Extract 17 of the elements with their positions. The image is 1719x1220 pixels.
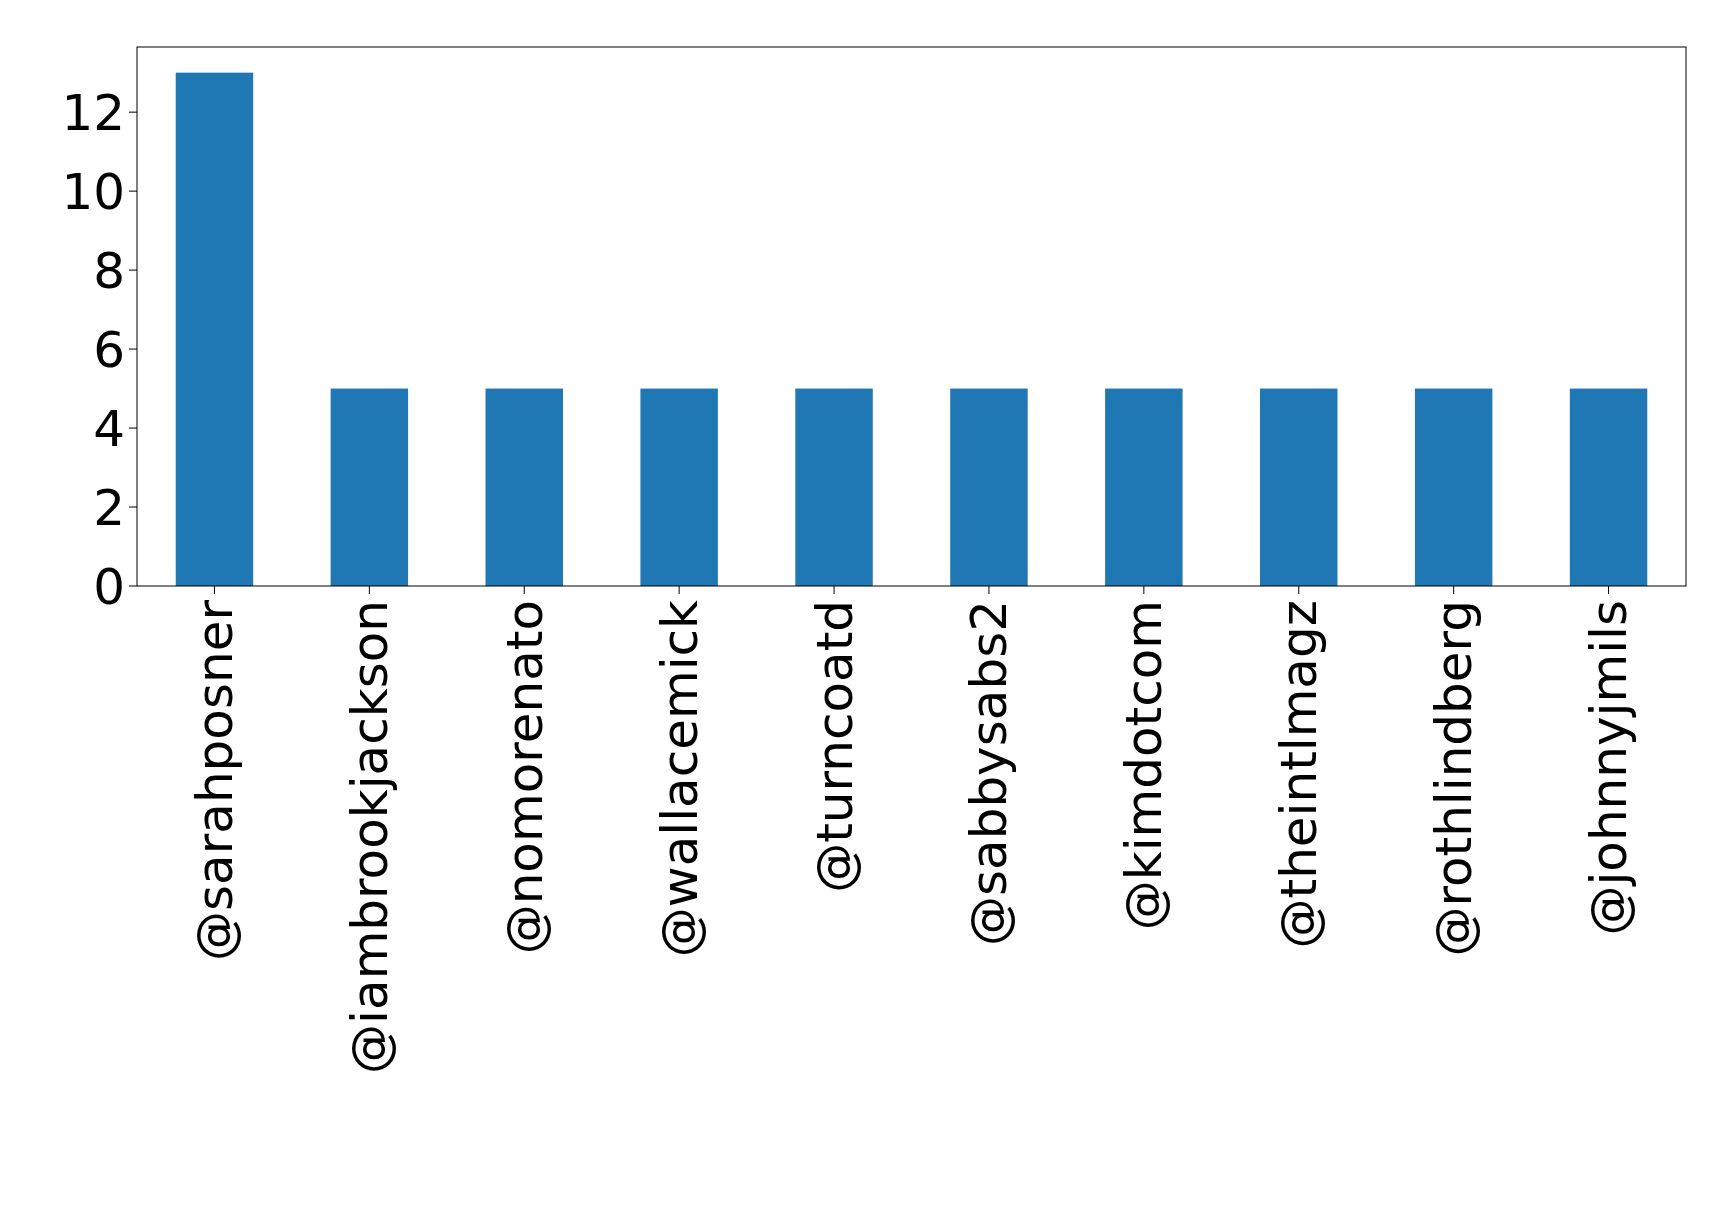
x-tick-label: @kimdotcom	[1115, 600, 1174, 931]
x-tick-label: @nomorenato	[495, 600, 554, 955]
x-tick-label: @sabbysabs2	[960, 600, 1019, 947]
x-tick-label: @iambrookjackson	[340, 600, 399, 1074]
y-tick-label: 0	[93, 557, 125, 616]
y-tick-label: 2	[93, 478, 125, 537]
x-tick-label: @rothlindberg	[1425, 600, 1484, 957]
x-tick-label: @wallacemick	[650, 599, 709, 958]
x-tick-label: @sarahposner	[185, 599, 244, 961]
x-tick-label: @johnnyjmils	[1580, 600, 1639, 936]
y-tick-label: 8	[93, 241, 125, 300]
y-tick-label: 12	[61, 83, 125, 142]
y-tick-label: 6	[93, 320, 125, 379]
x-tick-label: @turncoatd	[805, 600, 864, 893]
y-tick-label: 4	[93, 399, 125, 458]
y-tick-label: 10	[61, 162, 125, 221]
x-tick-label: @theintlmagz	[1270, 600, 1329, 949]
